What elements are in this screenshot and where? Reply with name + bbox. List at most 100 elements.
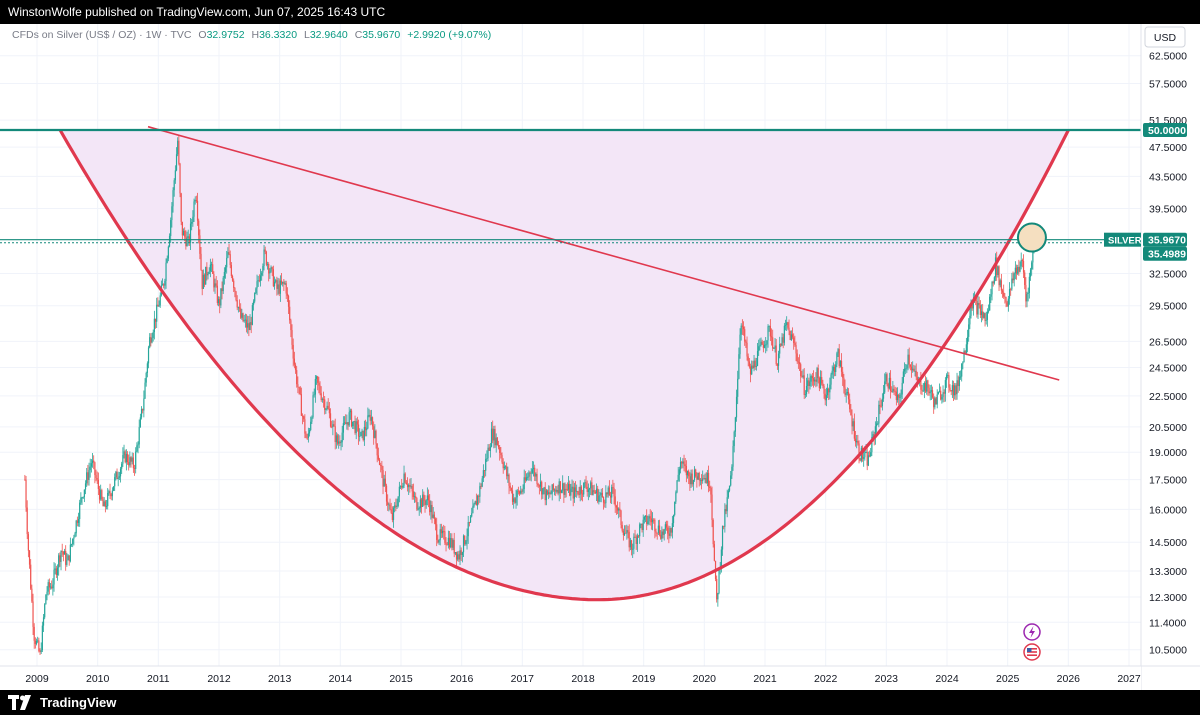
cup-curve — [58, 129, 1070, 602]
candle-body — [790, 334, 792, 341]
candle-body — [480, 486, 482, 487]
candle-body — [564, 488, 566, 495]
candle-body — [993, 277, 995, 284]
candle-body — [791, 334, 794, 338]
candle-body — [644, 515, 647, 517]
candle-body — [675, 492, 677, 502]
candle-body — [307, 433, 309, 438]
candle-body — [439, 529, 441, 541]
price-chart[interactable]: 62.500057.500051.500047.500043.500039.50… — [0, 24, 1200, 690]
candle-body — [235, 291, 237, 301]
candle-body — [1024, 272, 1026, 286]
candle-body — [227, 252, 229, 258]
candle-body — [608, 487, 610, 496]
lightning-icon[interactable] — [1023, 623, 1041, 641]
candle-body — [661, 531, 663, 539]
candle-body — [25, 479, 27, 508]
candle-body — [131, 457, 133, 462]
candle-body — [870, 452, 872, 457]
candle-body — [657, 525, 659, 533]
candle-body — [24, 479, 26, 481]
candle-body — [937, 391, 939, 395]
candle-body — [76, 520, 78, 523]
candle-body — [741, 325, 743, 327]
candle-body — [326, 405, 328, 410]
candle-body — [789, 330, 791, 341]
candle-body — [957, 380, 959, 387]
candle-body — [416, 498, 418, 510]
candle-body — [968, 324, 970, 337]
candle-body — [1028, 276, 1030, 293]
candle-body — [401, 485, 403, 488]
candle-body — [927, 380, 929, 388]
candle-body — [122, 455, 124, 464]
candle-body — [703, 478, 705, 480]
candle-body — [684, 464, 686, 467]
candle-body — [720, 549, 722, 567]
candle-body — [809, 381, 811, 386]
candle-body — [240, 308, 242, 318]
candle-body — [964, 350, 966, 354]
candle-body — [881, 398, 883, 407]
candle-body — [893, 388, 895, 391]
candle-body — [748, 361, 750, 367]
candle-body — [234, 287, 236, 292]
candle-body — [557, 490, 559, 494]
candle-body — [775, 345, 777, 365]
candle-body — [630, 540, 633, 550]
candle-body — [460, 550, 462, 555]
candle-body — [682, 461, 684, 464]
candle-body — [392, 507, 395, 520]
candle-body — [1020, 260, 1022, 267]
candle-body — [695, 469, 697, 477]
us-flag-icon[interactable] — [1023, 643, 1041, 661]
candle-body — [812, 378, 815, 382]
candle-body — [767, 326, 769, 341]
x-tick-label: 2011 — [147, 673, 170, 685]
candle-body — [930, 390, 932, 392]
candle-body — [556, 490, 558, 492]
candle-body — [382, 469, 384, 487]
time-axis[interactable] — [0, 666, 1141, 690]
candle-body — [140, 408, 143, 418]
legend-high-value: 36.3320 — [259, 29, 297, 41]
candle-body — [585, 482, 587, 487]
candle-body — [531, 469, 533, 473]
x-tick-label: 2010 — [86, 673, 110, 685]
candle-body — [322, 399, 325, 400]
candle-body — [944, 380, 946, 394]
candle-body — [579, 486, 581, 495]
candle-body — [823, 386, 825, 394]
candle-body — [180, 193, 182, 222]
candle-body — [237, 307, 239, 309]
candle-body — [949, 387, 951, 391]
candle-body — [679, 461, 682, 470]
candle-body — [296, 370, 298, 385]
candle-body — [61, 550, 63, 553]
candle-body — [352, 421, 354, 427]
candle-body — [185, 236, 187, 247]
candle-body — [292, 344, 294, 359]
candle-body — [779, 344, 781, 354]
candle-body — [340, 442, 342, 444]
candle-body — [920, 378, 922, 390]
candle-body — [651, 519, 654, 523]
candle-body — [431, 504, 433, 518]
candle-body — [104, 501, 106, 507]
candle-body — [262, 266, 264, 273]
currency-button[interactable]: USD — [1144, 26, 1186, 48]
candle-body — [770, 336, 773, 338]
candle-body — [622, 530, 624, 536]
candle-body — [613, 487, 615, 497]
candle-body — [730, 475, 732, 486]
candle-body — [702, 478, 704, 482]
candle-body — [843, 377, 845, 388]
candle-body — [380, 465, 382, 466]
candle-body — [91, 460, 94, 464]
candle-body — [468, 522, 470, 523]
candle-body — [377, 455, 379, 460]
symbol-legend[interactable]: CFDs on Silver (US$ / OZ) · 1W · TVC O32… — [12, 29, 491, 41]
candle-body — [304, 419, 306, 434]
candle-body — [606, 492, 608, 495]
candle-body — [507, 474, 509, 477]
